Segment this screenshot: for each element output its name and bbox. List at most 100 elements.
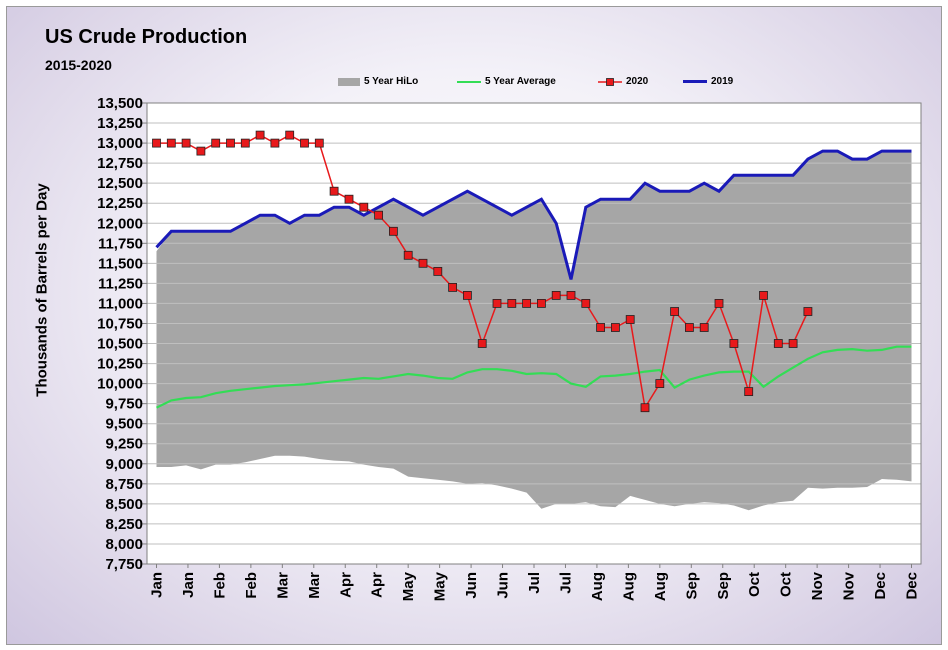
series-2020-point	[596, 323, 605, 332]
series-2020-point	[329, 186, 339, 196]
x-tick-label: May	[400, 571, 417, 601]
y-tick-label: 8,500	[105, 496, 143, 513]
x-tick-label: Jun	[495, 572, 512, 599]
legend-average: 5 Year Average	[457, 76, 556, 87]
y-tick-label: 9,500	[105, 416, 143, 433]
series-2020-point	[403, 250, 413, 260]
series-2019-line	[155, 149, 912, 280]
y-tick-label: 11,500	[98, 255, 143, 272]
legend-2020-swatch	[598, 77, 622, 86]
series-2020-point	[744, 387, 754, 397]
series-2020-point	[433, 266, 443, 276]
chart-subtitle: 2015-2020	[45, 57, 112, 73]
y-tick-label: 11,000	[98, 295, 143, 312]
series-2020-point	[211, 138, 221, 148]
y-tick-label: 8,250	[105, 516, 143, 533]
series-2020-point	[625, 315, 635, 324]
x-tick-label: Dec	[904, 572, 921, 600]
series-2020-point	[448, 282, 458, 292]
x-tick-label: Apr	[337, 572, 354, 598]
legend-hilo: 5 Year HiLo	[338, 76, 418, 87]
series-2020-point	[418, 258, 428, 268]
series-2020-point	[344, 194, 354, 204]
x-tick-label: Feb	[211, 572, 228, 599]
x-tick-label: Sep	[715, 572, 732, 600]
hilo-band	[156, 151, 912, 511]
series-2020-point	[729, 339, 739, 348]
x-tick-label: Sep	[683, 572, 700, 600]
series-2020-point	[699, 323, 709, 332]
legend-2019-swatch	[683, 80, 707, 83]
series-2020-point	[685, 323, 694, 332]
average-line	[156, 345, 912, 409]
y-tick-label: 7,750	[105, 556, 143, 573]
series-2020-point	[314, 138, 324, 148]
y-tick-label: 9,250	[105, 436, 143, 453]
series-2020-point	[551, 290, 561, 300]
x-tick-label: Oct	[778, 572, 795, 597]
series-2020-point	[255, 130, 265, 140]
x-tick-label: Jun	[463, 572, 480, 599]
legend-2019-label: 2019	[711, 76, 734, 87]
x-tick-label: Jul	[558, 572, 575, 594]
series-2020-point	[670, 307, 679, 316]
legend-hilo-label: 5 Year HiLo	[364, 76, 419, 87]
x-tick-label: Jan	[149, 572, 166, 598]
series-2020-point	[714, 298, 724, 308]
legend-2020-label: 2020	[626, 76, 649, 87]
y-tick-label: 12,500	[97, 175, 143, 192]
series-2020-point	[566, 290, 576, 300]
x-tick-label: Feb	[243, 572, 260, 599]
series-2020-point	[788, 339, 798, 348]
series-2020-point	[773, 339, 783, 348]
series-2020-point	[181, 138, 191, 148]
series-2020-point	[388, 226, 398, 236]
series-2020-point	[611, 323, 620, 332]
series-2020-point	[226, 138, 235, 148]
y-tick-label: 9,000	[105, 456, 143, 473]
series-2020-point	[522, 298, 531, 308]
series-2020-point	[240, 138, 250, 148]
series-2020-point	[803, 307, 813, 316]
series-2020-point	[152, 138, 161, 148]
x-tick-label: Aug	[620, 572, 637, 601]
chart-title: US Crude Production	[45, 26, 248, 48]
x-tick-label: Mar	[274, 572, 291, 599]
x-tick-label: Jul	[526, 572, 543, 594]
x-tick-label: Mar	[306, 572, 323, 599]
y-tick-label: 10,750	[97, 315, 143, 332]
y-tick-label: 11,250	[98, 275, 143, 292]
x-tick-label: Jan	[180, 572, 197, 598]
legend-average-swatch	[457, 80, 481, 83]
x-tick-label: May	[432, 571, 449, 601]
legend-2019: 2019	[683, 76, 733, 87]
series-2020-point	[359, 202, 369, 212]
series-2020-point	[196, 146, 206, 156]
y-tick-label: 12,750	[97, 155, 143, 172]
legend-average-label: 5 Year Average	[485, 76, 556, 87]
series-2020-point	[759, 290, 768, 300]
y-tick-label: 8,750	[105, 476, 143, 493]
y-tick-label: 13,250	[97, 115, 143, 132]
x-tick-label: Nov	[809, 571, 826, 600]
series-2020-point	[537, 298, 546, 308]
series-2020-point	[374, 210, 384, 220]
legend-2020: 2020	[598, 76, 648, 87]
x-tick-label: Dec	[872, 572, 889, 600]
plot-border	[146, 102, 922, 565]
series-2020-point	[507, 298, 517, 308]
series-2020-point	[477, 339, 487, 348]
x-tick-label: Oct	[746, 572, 763, 597]
series-2020-point	[285, 130, 295, 140]
series-2020-point	[492, 298, 502, 308]
x-tick-label: Nov	[841, 571, 858, 600]
legend-hilo-swatch	[338, 77, 360, 86]
y-tick-label: 8,000	[105, 536, 143, 553]
series-2020-point	[640, 403, 650, 413]
series-2020-point	[300, 138, 309, 148]
series-2020-point	[655, 379, 665, 389]
series-2020-point	[166, 138, 176, 148]
x-tick-label: Aug	[589, 572, 606, 601]
series-2020-point	[581, 298, 591, 308]
